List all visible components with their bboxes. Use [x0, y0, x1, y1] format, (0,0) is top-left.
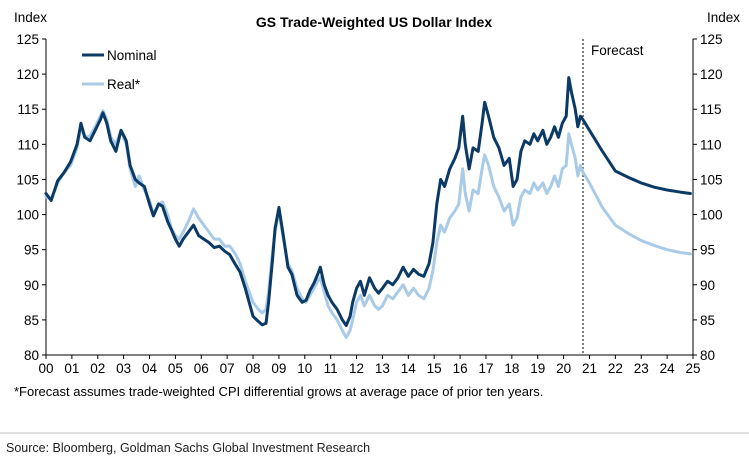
x-tick-label: 16 — [453, 361, 468, 376]
y-tick-label-left: 125 — [16, 32, 39, 47]
x-tick-label: 08 — [246, 361, 261, 376]
x-tick-label: 14 — [401, 361, 417, 376]
y-tick-label-right: 80 — [700, 348, 715, 363]
x-tick-label: 20 — [556, 361, 571, 376]
series-line-real — [44, 109, 692, 339]
y-tick-label-left: 100 — [16, 208, 39, 223]
x-tick-label: 15 — [427, 361, 442, 376]
y-tick-label-left: 115 — [17, 102, 39, 117]
y-tick-label-right: 85 — [700, 313, 715, 328]
x-tick-label: 18 — [504, 361, 519, 376]
legend: Nominal Real* — [82, 48, 157, 92]
x-tick-label: 06 — [194, 361, 209, 376]
x-tick-label: 11 — [324, 361, 338, 376]
forecast-label: Forecast — [591, 43, 644, 58]
x-tick-label: 07 — [220, 361, 235, 376]
footnote: *Forecast assumes trade-weighted CPI dif… — [14, 384, 543, 399]
x-tick-label: 09 — [271, 361, 286, 376]
x-tick-label: 04 — [142, 361, 158, 376]
x-tick-label: 12 — [349, 361, 364, 376]
x-tick-label: 01 — [64, 361, 79, 376]
chart-title: GS Trade-Weighted US Dollar Index — [256, 14, 492, 30]
y-tick-label-right: 90 — [700, 278, 715, 293]
y-tick-label-left: 80 — [24, 348, 39, 363]
series-line-nominal — [44, 76, 692, 328]
y-axis-left-title: Index — [14, 10, 47, 25]
source-note: Source: Bloomberg, Goldman Sachs Global … — [6, 441, 370, 455]
x-tick-label: 02 — [90, 361, 105, 376]
x-tick-label: 13 — [375, 361, 390, 376]
y-tick-label-right: 120 — [700, 67, 723, 82]
x-tick-label: 10 — [297, 361, 312, 376]
y-tick-label-left: 120 — [16, 67, 39, 82]
x-tick-label: 21 — [582, 361, 597, 376]
legend-label-real: Real* — [107, 77, 141, 92]
y-tick-label-right: 105 — [700, 172, 723, 187]
x-tick-label: 24 — [660, 361, 676, 376]
y-tick-label-right: 100 — [700, 208, 723, 223]
forecast-marker: Forecast — [582, 39, 644, 355]
x-tick-label: 19 — [530, 361, 545, 376]
x-tick-label: 25 — [685, 361, 700, 376]
y-tick-label-right: 115 — [700, 102, 722, 117]
x-tick-label: 17 — [478, 361, 493, 376]
y-tick-label-right: 110 — [700, 137, 722, 152]
x-tick-label: 22 — [608, 361, 623, 376]
y-axis-right-title: Index — [707, 10, 740, 25]
y-tick-label-left: 95 — [24, 243, 39, 258]
x-tick-label: 03 — [116, 361, 131, 376]
x-tick-label: 05 — [168, 361, 183, 376]
y-tick-label-right: 95 — [700, 243, 715, 258]
y-tick-label-left: 85 — [24, 313, 39, 328]
legend-label-nominal: Nominal — [107, 48, 157, 63]
y-tick-label-left: 110 — [17, 137, 39, 152]
series-lines — [44, 76, 692, 339]
x-tick-label: 00 — [38, 361, 53, 376]
y-tick-label-right: 125 — [700, 32, 723, 47]
y-tick-label-left: 105 — [16, 172, 39, 187]
x-tick-label: 23 — [634, 361, 649, 376]
y-tick-label-left: 90 — [24, 278, 39, 293]
